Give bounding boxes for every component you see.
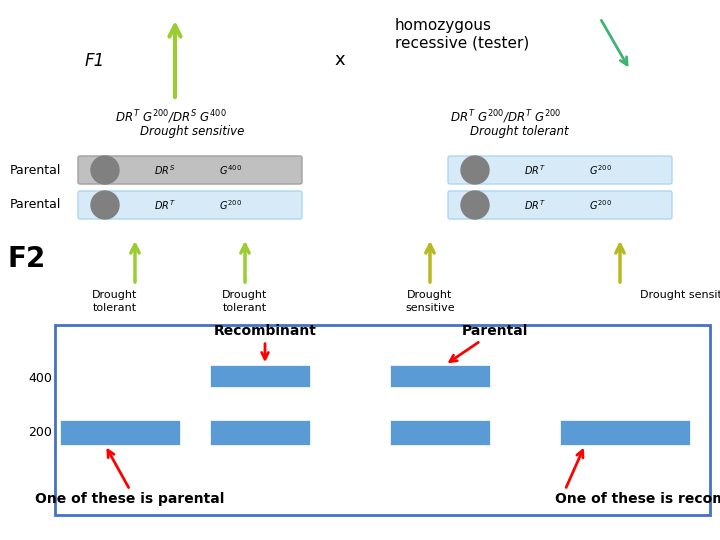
Text: $DR^T$: $DR^T$: [524, 198, 546, 212]
Text: $DR^T$: $DR^T$: [524, 163, 546, 177]
Text: sensitive: sensitive: [405, 303, 455, 313]
Text: Parental: Parental: [450, 324, 528, 362]
FancyBboxPatch shape: [448, 191, 672, 219]
Text: Drought: Drought: [222, 290, 268, 300]
Text: $DR^T\ G^{200}$/$DR^S\ G^{400}$: $DR^T\ G^{200}$/$DR^S\ G^{400}$: [115, 108, 227, 126]
FancyBboxPatch shape: [78, 156, 302, 184]
Text: tolerant: tolerant: [93, 303, 137, 313]
Circle shape: [91, 156, 119, 184]
Text: F2: F2: [8, 245, 46, 273]
Text: tolerant: tolerant: [223, 303, 267, 313]
Text: 200: 200: [28, 426, 52, 438]
Text: recessive (tester): recessive (tester): [395, 36, 529, 51]
Text: Drought sensitive: Drought sensitive: [640, 290, 720, 300]
Text: Drought sensitive: Drought sensitive: [140, 125, 244, 138]
Text: x: x: [335, 51, 346, 69]
Text: homozygous: homozygous: [395, 18, 492, 33]
Text: $G^{200}$: $G^{200}$: [588, 198, 611, 212]
Bar: [560, 420, 690, 445]
Bar: [60, 420, 180, 445]
Text: 400: 400: [28, 372, 52, 384]
Text: $G^{200}$: $G^{200}$: [219, 198, 241, 212]
Text: One of these is recombinant: One of these is recombinant: [555, 492, 720, 506]
FancyBboxPatch shape: [78, 191, 302, 219]
Text: $G^{200}$: $G^{200}$: [588, 163, 611, 177]
Text: Recombinant: Recombinant: [214, 324, 316, 359]
Bar: [390, 420, 490, 445]
Text: $G^{400}$: $G^{400}$: [219, 163, 241, 177]
Text: One of these is parental: One of these is parental: [35, 492, 225, 506]
Circle shape: [91, 191, 119, 219]
Text: $DR^S$: $DR^S$: [154, 163, 176, 177]
Text: $DR^T$: $DR^T$: [154, 198, 176, 212]
Text: Parental: Parental: [10, 199, 61, 212]
Text: Drought: Drought: [408, 290, 453, 300]
Text: $DR^T\ G^{200}$/$DR^T\ G^{200}$: $DR^T\ G^{200}$/$DR^T\ G^{200}$: [450, 108, 562, 126]
FancyBboxPatch shape: [448, 156, 672, 184]
Text: Drought: Drought: [92, 290, 138, 300]
Text: Parental: Parental: [10, 164, 61, 177]
Text: Drought tolerant: Drought tolerant: [470, 125, 569, 138]
Circle shape: [461, 156, 489, 184]
Bar: [55, 325, 710, 515]
Bar: [210, 365, 310, 387]
Text: F1: F1: [85, 52, 105, 70]
Bar: [210, 420, 310, 445]
Bar: [390, 365, 490, 387]
Circle shape: [461, 191, 489, 219]
